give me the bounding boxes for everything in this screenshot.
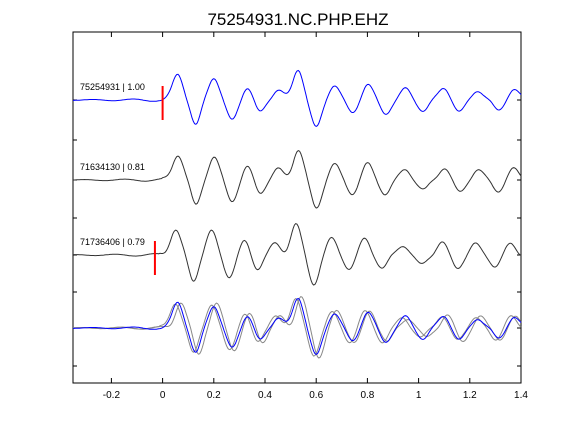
x-tick-label: 0 <box>160 390 166 401</box>
x-tick-label: 0.4 <box>258 390 272 401</box>
stack-trace-line <box>73 297 522 355</box>
x-tick-label: -0.2 <box>103 390 121 401</box>
x-tick-label: 1.4 <box>514 390 528 401</box>
trace-label: 75254931 | 1.00 <box>80 82 145 92</box>
trace-line <box>73 69 522 127</box>
plot-frame <box>72 31 522 384</box>
trace-line <box>73 223 522 286</box>
trace-label: 71736406 | 0.79 <box>80 237 145 247</box>
trace-group <box>72 69 522 359</box>
x-tick-label: 0.6 <box>309 390 323 401</box>
trace-label: 71634130 | 0.81 <box>80 162 145 172</box>
chart-title: 75254931.NC.PHP.EHZ <box>207 10 388 29</box>
x-tick-label: 0.2 <box>207 390 221 401</box>
x-tick-label: 1.2 <box>463 390 477 401</box>
x-tick-label: 1 <box>416 390 422 401</box>
trace-line <box>72 150 522 209</box>
x-tick-label: 0.8 <box>360 390 374 401</box>
trace-labels: 75254931 | 1.00 71634130 | 0.81 71736406 |… <box>80 82 145 247</box>
